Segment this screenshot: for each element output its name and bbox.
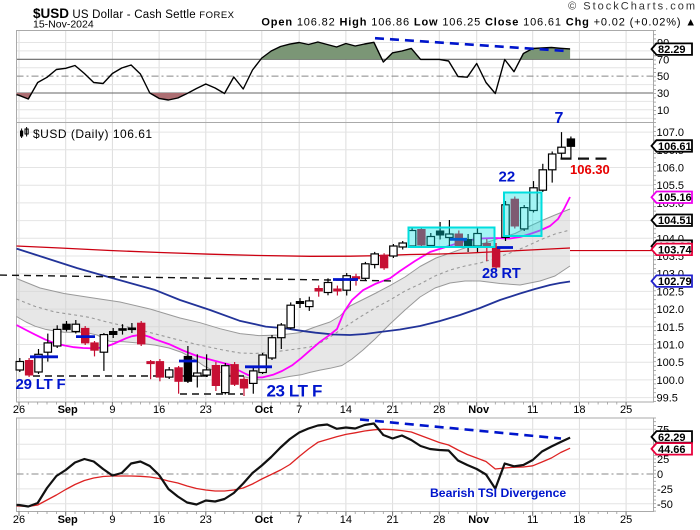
svg-text:23: 23 [200,404,212,416]
svg-text:62.29: 62.29 [658,432,686,444]
svg-text:© StockCharts.com: © StockCharts.com [568,1,697,13]
svg-text:Oct: Oct [255,404,274,416]
svg-text:14: 14 [340,404,352,416]
svg-text:106.0: 106.0 [657,163,685,175]
svg-text:25: 25 [657,454,669,466]
svg-text:29 LT F: 29 LT F [16,376,66,393]
svg-text:102.5: 102.5 [657,286,685,298]
svg-text:102.0: 102.0 [657,304,685,316]
svg-text:30: 30 [657,88,669,100]
svg-text:10: 10 [657,105,669,117]
svg-text:18: 18 [573,514,585,526]
svg-text:26: 26 [13,514,25,526]
svg-text:70: 70 [657,54,669,66]
svg-text:Oct: Oct [255,514,274,526]
svg-text:Sep: Sep [58,514,78,526]
svg-text:21: 21 [386,404,398,416]
svg-text:102.79: 102.79 [658,276,692,288]
svg-text:101.0: 101.0 [657,340,685,352]
svg-text:50: 50 [657,71,669,83]
svg-text:22: 22 [499,169,516,186]
svg-text:15-Nov-2024: 15-Nov-2024 [33,19,94,31]
svg-text:106.30: 106.30 [570,162,610,177]
svg-text:25: 25 [620,404,632,416]
svg-text:11: 11 [527,404,538,416]
svg-text:9: 9 [109,404,115,416]
svg-text:23: 23 [200,514,212,526]
svg-text:101.5: 101.5 [657,322,685,334]
svg-text:21: 21 [386,514,398,526]
svg-text:Sep: Sep [58,404,78,416]
svg-text:16: 16 [153,514,165,526]
svg-text:7: 7 [296,404,302,416]
svg-text:16: 16 [153,404,165,416]
svg-text:100.0: 100.0 [657,375,685,387]
svg-text:44.66: 44.66 [658,444,686,456]
svg-text:99.5: 99.5 [657,393,678,405]
svg-text:14: 14 [340,514,352,526]
svg-text:Bearish TSI Divergence: Bearish TSI Divergence [430,486,566,500]
svg-text:Open 106.82 High 106.86 Low: Open 106.82 High 106.86 Low 106.25 Close… [261,17,697,29]
svg-text:105.16: 105.16 [658,192,692,204]
svg-text:7: 7 [555,110,564,127]
svg-text:106.61: 106.61 [658,141,692,153]
svg-text:0: 0 [657,469,663,481]
svg-text:Nov: Nov [468,404,490,416]
svg-text:105.5: 105.5 [657,180,685,192]
svg-text:100.5: 100.5 [657,357,685,369]
svg-text:103.74: 103.74 [658,244,693,256]
svg-text:28 RT: 28 RT [482,266,521,282]
svg-text:82.29: 82.29 [658,44,686,56]
svg-text:104.51: 104.51 [658,215,692,227]
svg-text:28: 28 [433,514,445,526]
svg-text:11: 11 [527,514,538,526]
svg-text:107.0: 107.0 [657,127,685,139]
svg-text:-50: -50 [657,499,673,511]
svg-text:28: 28 [433,404,445,416]
svg-text:$USD (Daily) 106.61: $USD (Daily) 106.61 [33,127,153,141]
svg-text:Nov: Nov [468,514,490,526]
svg-text:25: 25 [620,514,632,526]
svg-text:26: 26 [13,404,25,416]
svg-text:-25: -25 [657,484,673,496]
svg-text:18: 18 [573,404,585,416]
svg-text:$USD US Dollar - Cash Settle F: $USD US Dollar - Cash Settle FOREX [33,6,235,21]
svg-text:9: 9 [109,514,115,526]
svg-text:23 LT F: 23 LT F [267,381,322,400]
svg-text:7: 7 [296,514,302,526]
